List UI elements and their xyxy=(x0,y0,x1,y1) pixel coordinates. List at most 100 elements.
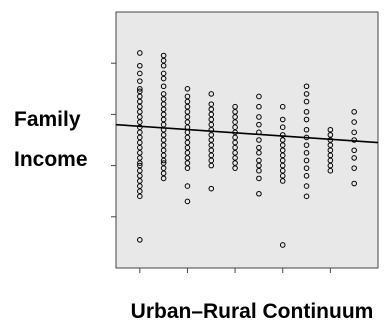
data-point-x5-13 xyxy=(232,165,238,171)
data-point-x10-7 xyxy=(351,165,357,171)
data-point-x7-1 xyxy=(279,103,286,110)
data-point-x9-9 xyxy=(327,167,334,174)
data-point-x9-8 xyxy=(327,162,334,169)
data-point-x4-3 xyxy=(208,106,215,113)
data-point-x9-4 xyxy=(327,142,334,148)
y-axis-label-line-1: Family xyxy=(14,108,81,131)
data-point-x4-1 xyxy=(208,91,215,97)
data-point-x10-6 xyxy=(351,155,357,161)
data-point-x4-15 xyxy=(208,185,215,192)
data-point-x2-24 xyxy=(160,175,167,182)
data-point-x5-12 xyxy=(232,160,238,166)
data-point-x8-11 xyxy=(303,165,310,171)
data-point-x6-12 xyxy=(256,175,262,182)
data-point-x8-6 xyxy=(303,126,310,133)
data-point-x2-2 xyxy=(160,57,167,64)
data-point-x8-5 xyxy=(303,116,310,123)
data-point-x10-3 xyxy=(351,129,357,136)
data-point-x8-10 xyxy=(303,157,310,164)
data-point-x1-5 xyxy=(137,86,143,92)
data-point-x8-12 xyxy=(303,173,310,179)
data-point-x2-8 xyxy=(160,96,167,102)
data-point-x2-19 xyxy=(160,152,167,159)
data-point-x7-6 xyxy=(279,142,286,148)
data-point-x1-19 xyxy=(137,155,143,161)
data-point-x5-2 xyxy=(232,109,238,115)
data-point-x7-10 xyxy=(279,162,286,169)
y-axis-label-line-2: Income xyxy=(14,148,88,171)
data-point-x6-7 xyxy=(256,144,262,151)
data-point-x2-10 xyxy=(160,106,167,113)
data-point-x1-21 xyxy=(137,162,143,169)
data-point-x7-12 xyxy=(279,173,286,179)
data-point-x7-4 xyxy=(279,132,286,138)
data-point-x1-1 xyxy=(137,50,143,56)
data-point-x10-8 xyxy=(351,180,357,187)
data-point-x1-28 xyxy=(137,237,143,243)
data-point-x7-11 xyxy=(279,167,286,174)
data-point-x1-22 xyxy=(137,167,143,174)
data-point-x8-14 xyxy=(303,193,310,200)
data-point-x5-7 xyxy=(232,134,238,141)
data-point-x6-11 xyxy=(256,167,262,174)
data-point-x1-11 xyxy=(137,114,143,120)
data-point-x3-5 xyxy=(184,109,191,115)
data-point-x8-4 xyxy=(303,109,310,115)
data-point-x5-4 xyxy=(232,119,238,125)
data-point-x1-16 xyxy=(137,139,143,146)
data-point-x2-23 xyxy=(160,170,167,177)
data-point-x3-15 xyxy=(184,160,191,166)
data-point-x1-15 xyxy=(137,134,143,141)
data-point-x1-18 xyxy=(137,150,143,156)
x-axis-label: Urban–Rural Continuum xyxy=(131,300,374,323)
data-point-x5-3 xyxy=(232,114,238,120)
data-point-x3-4 xyxy=(184,103,191,110)
data-point-x1-2 xyxy=(137,62,143,69)
data-point-x5-5 xyxy=(232,124,238,130)
data-point-x4-12 xyxy=(208,152,215,159)
data-point-x1-27 xyxy=(137,193,143,200)
data-point-x1-4 xyxy=(137,78,143,84)
data-point-x1-17 xyxy=(137,144,143,151)
data-point-x6-10 xyxy=(256,162,262,169)
data-point-x8-1 xyxy=(303,83,310,90)
data-point-x2-3 xyxy=(160,62,167,69)
data-point-x4-4 xyxy=(208,111,215,118)
y-axis-ticks xyxy=(111,62,116,218)
data-point-x2-12 xyxy=(160,116,167,123)
data-point-x3-10 xyxy=(184,134,191,141)
data-point-x5-1 xyxy=(232,103,238,110)
data-point-x7-9 xyxy=(279,157,286,164)
data-point-x3-1 xyxy=(184,86,191,92)
data-point-x4-9 xyxy=(208,137,215,143)
data-point-x1-14 xyxy=(137,129,143,136)
data-point-x6-4 xyxy=(256,121,262,128)
data-point-x3-2 xyxy=(184,93,191,100)
data-point-x3-7 xyxy=(184,119,191,125)
data-point-x1-12 xyxy=(137,119,143,125)
data-point-x7-5 xyxy=(279,137,286,143)
data-point-x4-11 xyxy=(208,147,215,154)
data-point-x9-6 xyxy=(327,152,334,159)
data-point-x7-7 xyxy=(279,147,286,154)
data-point-x2-9 xyxy=(160,101,167,107)
data-point-x2-15 xyxy=(160,132,167,138)
data-point-x6-8 xyxy=(256,150,262,156)
data-point-x3-11 xyxy=(184,139,191,146)
data-point-x3-18 xyxy=(184,198,191,205)
data-point-x8-9 xyxy=(303,150,310,156)
data-point-x4-2 xyxy=(208,101,215,107)
data-point-x4-14 xyxy=(208,162,215,169)
data-point-x3-16 xyxy=(184,165,191,171)
data-point-x4-5 xyxy=(208,116,215,123)
data-point-x2-21 xyxy=(160,160,167,166)
data-point-x9-7 xyxy=(327,157,334,164)
data-point-x2-22 xyxy=(160,165,167,171)
data-point-x2-18 xyxy=(160,147,167,154)
data-point-x2-6 xyxy=(160,83,167,90)
data-point-x1-3 xyxy=(137,70,143,77)
x-axis-ticks xyxy=(139,268,331,273)
data-point-x1-6 xyxy=(137,88,143,95)
data-point-x5-8 xyxy=(232,139,238,146)
